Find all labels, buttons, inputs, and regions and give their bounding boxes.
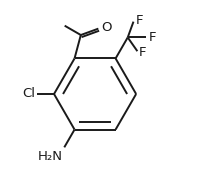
Text: H₂N: H₂N <box>37 150 62 163</box>
Text: F: F <box>148 31 156 44</box>
Text: Cl: Cl <box>22 87 35 101</box>
Text: F: F <box>135 14 143 27</box>
Text: O: O <box>102 21 112 34</box>
Text: F: F <box>139 46 147 59</box>
